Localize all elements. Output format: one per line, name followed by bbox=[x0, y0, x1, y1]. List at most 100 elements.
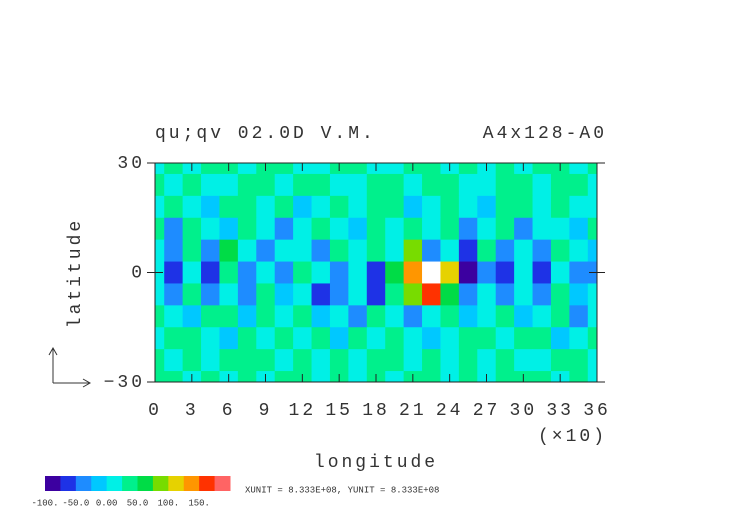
contour-cell bbox=[403, 173, 423, 197]
contour-cell bbox=[155, 349, 165, 372]
contour-cell bbox=[348, 173, 368, 197]
contour-cell bbox=[403, 349, 423, 372]
contour-cell bbox=[155, 195, 165, 219]
contour-cell bbox=[348, 217, 368, 241]
contour-cell bbox=[569, 195, 589, 219]
contour-cell bbox=[587, 163, 597, 175]
contour-cell bbox=[495, 371, 515, 382]
contour-cell bbox=[164, 261, 184, 284]
contour-cell bbox=[164, 195, 184, 219]
colorbar-swatch bbox=[45, 476, 61, 491]
contour-cell bbox=[458, 217, 478, 241]
contour-cell bbox=[237, 239, 257, 263]
contour-cell bbox=[164, 217, 184, 241]
contour-cell bbox=[201, 173, 220, 197]
contour-cell bbox=[155, 327, 165, 350]
contour-cell bbox=[311, 349, 331, 372]
contour-cell bbox=[164, 173, 184, 197]
contour-cell bbox=[477, 327, 497, 350]
contour-cell bbox=[366, 305, 386, 328]
colorbar-label: 100. bbox=[158, 498, 180, 508]
contour-cell bbox=[514, 195, 534, 219]
contour-cell bbox=[274, 371, 294, 382]
contour-cell bbox=[385, 305, 405, 328]
contour-cell bbox=[329, 239, 349, 263]
contour-cell bbox=[477, 217, 497, 241]
contour-cell bbox=[458, 261, 478, 284]
contour-cell bbox=[237, 371, 257, 382]
unit-vector bbox=[48, 346, 92, 388]
contour-cell bbox=[440, 195, 460, 219]
contour-cell bbox=[182, 217, 202, 241]
contour-cell bbox=[514, 261, 534, 284]
contour-cell bbox=[440, 173, 460, 197]
contour-cell bbox=[495, 217, 515, 241]
contour-cell bbox=[440, 305, 460, 328]
contour-cell bbox=[550, 217, 570, 241]
contour-cell bbox=[237, 163, 257, 175]
contour-cell bbox=[311, 305, 331, 328]
contour-cell bbox=[311, 283, 331, 306]
contour-cell bbox=[550, 305, 570, 328]
contour-cell bbox=[293, 305, 313, 328]
x-tick-label: 6 bbox=[222, 401, 236, 421]
contour-cell bbox=[587, 239, 597, 263]
y-tick-label: −30 bbox=[104, 373, 145, 393]
contour-cell bbox=[155, 163, 165, 175]
contour-cell bbox=[329, 261, 349, 284]
contour-cell bbox=[514, 305, 534, 328]
contour-cell bbox=[348, 283, 368, 306]
contour-cell bbox=[201, 305, 220, 328]
contour-cell bbox=[274, 239, 294, 263]
contour-cell bbox=[164, 283, 184, 306]
contour-cell bbox=[274, 163, 294, 175]
contour-cell bbox=[256, 283, 276, 306]
contour-cell bbox=[366, 261, 386, 284]
contour-cell bbox=[440, 239, 460, 263]
contour-cell bbox=[219, 305, 239, 328]
contour-cell bbox=[201, 261, 220, 284]
contour-cell bbox=[532, 261, 552, 284]
colorbar-swatch bbox=[214, 476, 231, 491]
contour-cell bbox=[569, 173, 589, 197]
contour-cell bbox=[219, 327, 239, 350]
contour-cell bbox=[403, 239, 423, 263]
contour-cell bbox=[311, 217, 331, 241]
contour-cell bbox=[569, 239, 589, 263]
contour-cell bbox=[329, 327, 349, 350]
contour-cell bbox=[495, 261, 515, 284]
contour-cell bbox=[569, 305, 589, 328]
contour-cell bbox=[274, 349, 294, 372]
colorbar-swatch bbox=[106, 476, 123, 491]
x-tick-label: 0 bbox=[148, 401, 162, 421]
contour-cell bbox=[569, 261, 589, 284]
contour-cell bbox=[293, 349, 313, 372]
y-tick-label: 0 bbox=[131, 263, 145, 283]
x-tick-label: 27 bbox=[473, 401, 501, 421]
contour-cell bbox=[532, 327, 552, 350]
contour-cell bbox=[293, 195, 313, 219]
x-tick-label: 30 bbox=[510, 401, 538, 421]
contour-cell bbox=[311, 327, 331, 350]
contour-cell bbox=[569, 349, 589, 372]
contour-cell bbox=[274, 261, 294, 284]
contour-cell bbox=[366, 283, 386, 306]
contour-cell bbox=[422, 173, 441, 197]
contour-cell bbox=[385, 283, 405, 306]
contour-cell bbox=[532, 239, 552, 263]
contour-cell bbox=[311, 239, 331, 263]
colorbar-swatch bbox=[152, 476, 169, 491]
colorbar-label: -50.0 bbox=[62, 498, 89, 508]
contour-cell bbox=[385, 173, 405, 197]
colorbar-label: 150. bbox=[188, 498, 210, 508]
contour-cell bbox=[348, 305, 368, 328]
contour-cell bbox=[348, 239, 368, 263]
x-tick-label: 18 bbox=[362, 401, 390, 421]
contour-cell bbox=[587, 173, 597, 197]
contour-cell bbox=[385, 195, 405, 219]
contour-cell bbox=[458, 349, 478, 372]
contour-cell bbox=[293, 239, 313, 263]
contour-cell bbox=[293, 173, 313, 197]
contour-cell bbox=[422, 261, 441, 284]
colorbar-swatch bbox=[91, 476, 108, 491]
